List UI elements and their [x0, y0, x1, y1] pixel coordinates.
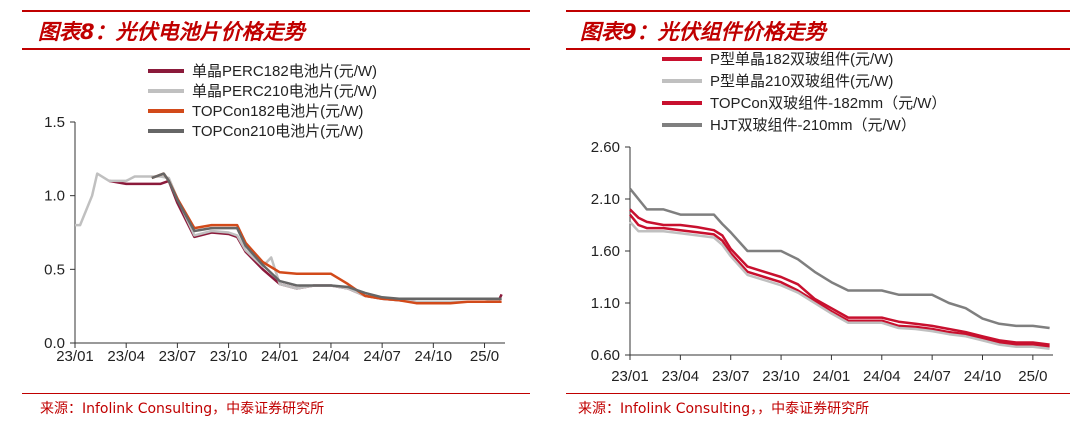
title-rule	[22, 48, 530, 50]
series-line-1	[108, 179, 503, 303]
title-rule	[566, 48, 1070, 50]
x-tick-label: 23/04	[107, 348, 145, 365]
chart-source: 来源：Infolink Consulting，中泰证券研究所	[40, 401, 325, 417]
legend-label-3: TOPCon双玻组件-182mm（元/W）	[710, 95, 946, 112]
series-line-4	[151, 172, 502, 301]
source-rule	[566, 393, 1070, 394]
legend-label-3: TOPCon182电池片(元/W)	[192, 103, 363, 120]
x-tick-label: 24/01	[813, 368, 851, 385]
chart-panel-right: 图表9：光伏组件价格走势 0.60 1.10 1.60 2.10 2.60 23/01 23…	[558, 0, 1080, 427]
chart-module-price: 0.60 1.10 1.60 2.10 2.60 23/01 23/04 23/07 23/10…	[591, 51, 1053, 385]
x-tick-label: 24/07	[363, 348, 401, 365]
x-tick-label: 23/10	[210, 348, 248, 365]
x-tick-label: 23/01	[611, 368, 649, 385]
x-tick-label: 25/0	[470, 348, 499, 365]
x-tick-label: 24/07	[913, 368, 951, 385]
x-tick-label: 24/10	[415, 348, 453, 365]
x-tick-label: 23/07	[712, 368, 750, 385]
header-rule	[22, 10, 530, 12]
legend-label-4: HJT双玻组件-210mm（元/W）	[710, 117, 916, 134]
y-tick-label: 1.60	[591, 243, 620, 260]
series-line-3	[151, 172, 502, 305]
series-line-4	[629, 187, 1050, 330]
y-tick-label: 2.60	[591, 139, 620, 156]
y-tick-label: 0.0	[44, 335, 65, 352]
y-tick-label: 1.5	[44, 114, 65, 131]
series-line-1	[629, 213, 1050, 348]
series-line-3	[629, 208, 1050, 346]
chart-title: 图表8：光伏电池片价格走势	[38, 20, 305, 44]
x-tick-label: 23/07	[159, 348, 197, 365]
x-tick-label: 24/10	[964, 368, 1002, 385]
series-line-2	[629, 221, 1050, 351]
x-tick-label: 23/10	[762, 368, 800, 385]
legend-label-1: P型单晶182双玻组件(元/W)	[710, 51, 893, 68]
chart-cell-price: 0.0 0.5 1.0 1.5 23/01 23/04 23/07 23/10 24/01 24/…	[44, 63, 505, 365]
y-tick-label: 1.10	[591, 295, 620, 312]
chart-panel-left: 图表8：光伏电池片价格走势 0.0 0.5 1.0 1.5 23/01 23/04 23/0…	[22, 10, 530, 417]
x-tick-label: 25/0	[1018, 368, 1047, 385]
y-tick-label: 0.5	[44, 261, 65, 278]
chart-title: 图表9：光伏组件价格走势	[580, 20, 826, 44]
legend-label-2: 单晶PERC210电池片(元/W)	[192, 83, 377, 100]
y-tick-label: 1.0	[44, 188, 65, 205]
source-rule	[22, 393, 530, 394]
x-tick-label: 24/01	[261, 348, 299, 365]
legend-label-2: P型单晶210双玻组件(元/W)	[710, 73, 893, 90]
legend-label-4: TOPCon210电池片(元/W)	[192, 123, 363, 140]
x-tick-label: 23/01	[56, 348, 94, 365]
header-rule	[566, 10, 1070, 12]
y-tick-label: 2.10	[591, 191, 620, 208]
y-tick-label: 0.60	[591, 347, 620, 364]
chart-source: 来源：Infolink Consulting，，中泰证券研究所	[578, 401, 870, 417]
legend-label-1: 单晶PERC182电池片(元/W)	[192, 63, 377, 80]
x-tick-label: 23/04	[662, 368, 700, 385]
x-tick-label: 24/04	[312, 348, 350, 365]
x-tick-label: 24/04	[863, 368, 901, 385]
